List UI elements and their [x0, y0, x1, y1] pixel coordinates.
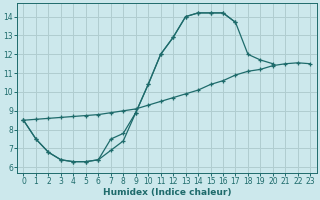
X-axis label: Humidex (Indice chaleur): Humidex (Indice chaleur): [103, 188, 231, 197]
